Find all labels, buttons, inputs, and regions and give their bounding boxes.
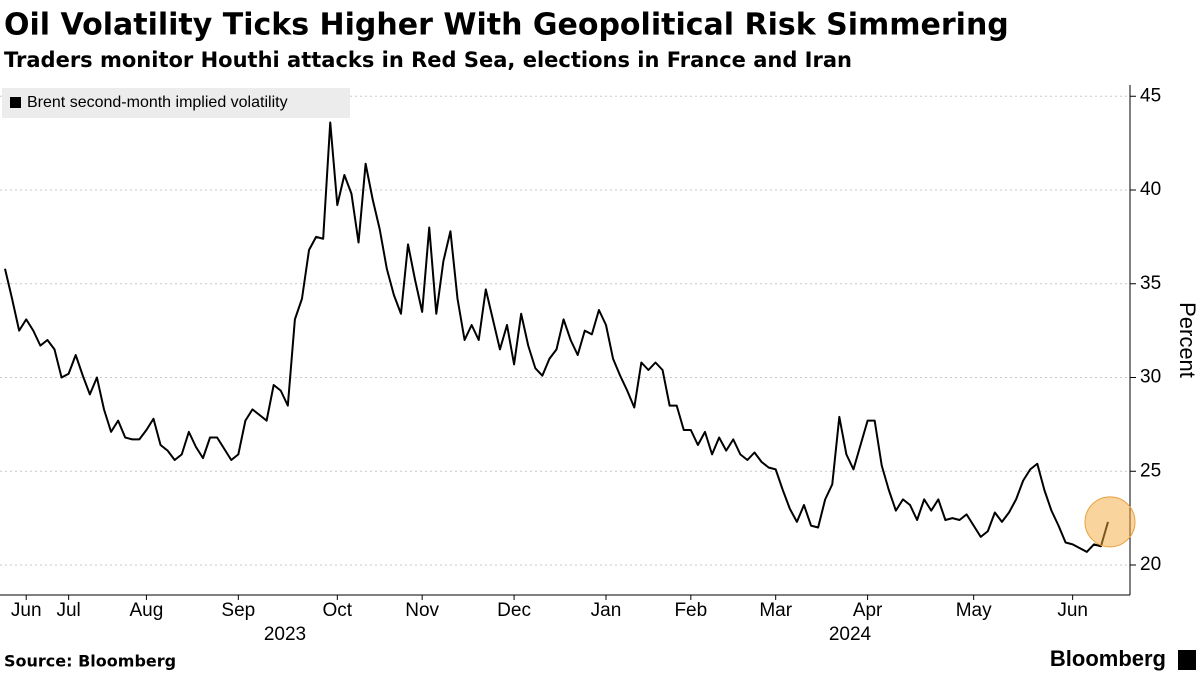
x-tick-label: Jan [591,600,622,621]
line [4,121,1109,553]
legend-swatch [10,97,21,108]
x-tick-label: Dec [497,600,531,621]
x-tick-label: Apr [853,600,883,621]
x-tick-label: Aug [130,600,164,621]
x-tick-label: Sep [221,600,255,621]
y-tick-label: 30 [1140,367,1161,388]
legend-box [2,88,350,118]
y-tick-label: 25 [1140,460,1161,481]
brand: Bloomberg [1050,646,1166,671]
x-tick-label: Nov [405,600,439,621]
y-tick-label: 40 [1140,179,1161,200]
legend-label: Brent second-month implied volatility [27,94,288,111]
x-tick-label: Jul [56,600,80,621]
y-tick-label: 45 [1140,85,1161,106]
x-tick-label: Jun [11,600,42,621]
chart-subtitle: Traders monitor Houthi attacks in Red Se… [4,48,852,72]
y-tick-label: 35 [1140,273,1161,294]
x-tick-label: Mar [759,600,792,621]
x-tick-label: May [956,600,992,621]
y-axis-label: Percent [1175,302,1200,378]
x-year-label: 2024 [829,624,872,645]
y-tick-label: 20 [1140,554,1161,575]
chart-title: Oil Volatility Ticks Higher With Geopoli… [4,8,1009,43]
x-tick-label: Oct [323,600,353,621]
x-year-label: 2023 [264,624,306,645]
x-tick-label: Jun [1057,600,1088,621]
highlight [1084,496,1136,548]
source: Source: Bloomberg [4,652,176,671]
brand-icon [1178,650,1196,670]
x-tick-label: Feb [674,600,707,621]
